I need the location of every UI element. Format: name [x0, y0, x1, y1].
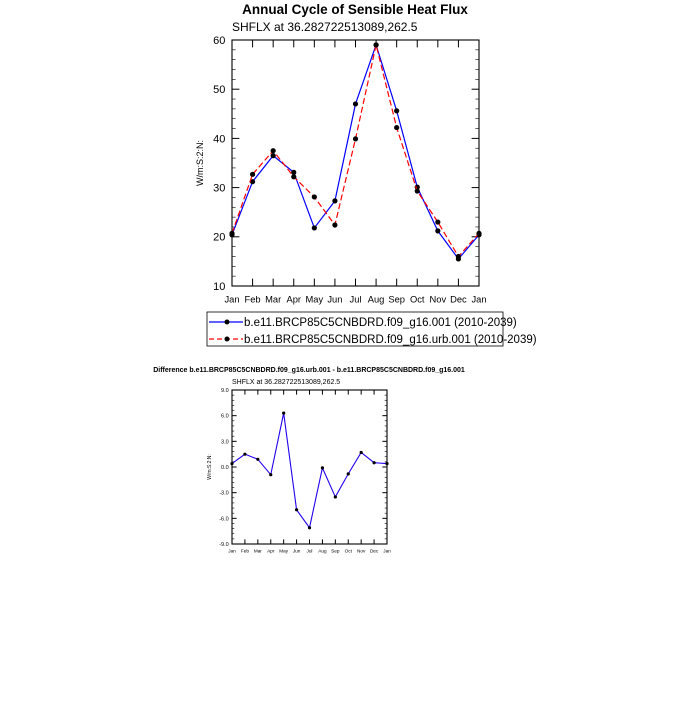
- data-point: [359, 450, 363, 455]
- data-point: [414, 188, 420, 194]
- data-point: [294, 508, 299, 512]
- data-point: [373, 42, 379, 48]
- y-tick-label: 10: [213, 281, 225, 293]
- data-point: [385, 461, 389, 466]
- data-point: [352, 136, 359, 142]
- legend-label-1: b.e11.BRCP85C5CNBDRD.f09_g16.001 (2010-2…: [244, 317, 517, 329]
- data-point: [394, 108, 400, 114]
- x-tick-label: Jan: [224, 295, 239, 305]
- y-tick-label: 3.0: [221, 439, 229, 445]
- data-point: [249, 171, 256, 177]
- series-line-1: [231, 412, 388, 530]
- data-point: [291, 169, 297, 175]
- legend-marker-1: [224, 319, 230, 325]
- data-point: [229, 230, 235, 236]
- data-point: [320, 466, 325, 470]
- chart2-subtitle: SHFLX at 36.282722513089,262.5: [232, 379, 340, 386]
- y-tick-label: 9.0: [221, 388, 229, 394]
- data-point: [455, 253, 462, 260]
- x-tick-label: Jun: [293, 548, 301, 553]
- x-tick-label: Apr: [267, 548, 275, 553]
- x-tick-label: Jun: [327, 295, 342, 305]
- y-tick-label: 30: [213, 182, 225, 194]
- chart2-ylabel: W/m:S:2:N:: [207, 454, 213, 480]
- data-point: [243, 452, 247, 456]
- data-point: [282, 411, 286, 415]
- x-tick-label: Nov: [357, 548, 366, 553]
- x-tick-label: May: [279, 548, 288, 553]
- chart1-ylabel: W/m:S:2:N:: [195, 140, 205, 186]
- x-tick-label: Sep: [331, 548, 340, 553]
- data-point: [333, 495, 337, 499]
- y-tick-label: -3.0: [219, 491, 228, 497]
- x-tick-label: Mar: [265, 295, 281, 305]
- series-line-1: [231, 43, 480, 260]
- x-tick-label: Oct: [410, 295, 425, 305]
- data-point: [332, 222, 338, 228]
- data-point: [372, 461, 376, 465]
- data-point: [352, 101, 359, 107]
- chart1-subtitle: SHFLX at 36.282722513089,262.5: [232, 20, 418, 34]
- data-point: [291, 174, 297, 180]
- data-point: [269, 473, 273, 477]
- x-tick-label: Mar: [254, 548, 262, 553]
- data-point: [435, 228, 441, 234]
- x-tick-label: Jul: [350, 295, 362, 305]
- y-tick-label: 20: [213, 232, 225, 244]
- data-point: [394, 124, 400, 131]
- data-point: [307, 526, 312, 530]
- x-tick-label: Aug: [318, 548, 327, 553]
- x-tick-label: Jul: [307, 548, 313, 553]
- x-tick-label: Jan: [383, 548, 391, 553]
- x-tick-label: Nov: [430, 295, 447, 305]
- legend-box: [206, 311, 504, 347]
- y-tick-label: -9.0: [219, 542, 228, 548]
- y-tick-label: 60: [213, 35, 225, 47]
- x-tick-label: Feb: [245, 295, 261, 305]
- y-tick-label: 6.0: [221, 414, 229, 420]
- x-tick-label: Oct: [345, 548, 353, 553]
- y-tick-label: 40: [213, 133, 225, 145]
- data-point: [311, 225, 317, 231]
- x-tick-label: Aug: [368, 295, 385, 305]
- chart1-plot: 10 20 30 40 50 60 Jan Feb Mar Apr May Jun Jul Aug Sep O…: [213, 35, 486, 305]
- legend-label-2: b.e11.BRCP85C5CNBDRD.f09_g16.urb.001 (20…: [244, 334, 537, 346]
- x-tick-label: Dec: [370, 548, 379, 553]
- series-line-2: [231, 44, 480, 258]
- chart2-plot: -9.0 -6.0 -3.0 0.0 3.0 6.0 9.0 Jan Feb Mar Apr May J…: [219, 388, 391, 553]
- data-point: [249, 179, 256, 185]
- x-tick-label: Dec: [450, 295, 467, 305]
- x-tick-label: Jan: [471, 295, 486, 305]
- y-tick-label: 50: [213, 84, 225, 96]
- plot-frame: [231, 39, 480, 287]
- data-point: [435, 219, 441, 225]
- data-point: [332, 198, 338, 204]
- chart2-title: Difference b.e11.BRCP85C5CNBDRD.f09_g16.…: [153, 367, 465, 374]
- x-tick-label: Sep: [388, 295, 405, 305]
- y-tick-label: 0.0: [221, 465, 229, 471]
- legend: b.e11.BRCP85C5CNBDRD.f09_g16.001 (2010-2…: [206, 311, 537, 347]
- data-point: [311, 194, 317, 200]
- x-tick-label: Apr: [286, 295, 301, 305]
- data-point: [230, 461, 234, 466]
- y-tick-label: -6.0: [219, 516, 228, 522]
- x-tick-label: Feb: [241, 548, 249, 553]
- legend-marker-2: [224, 336, 230, 342]
- x-tick-label: Jan: [228, 548, 236, 553]
- data-point: [270, 148, 276, 154]
- data-point: [476, 230, 482, 236]
- chart1-title: Annual Cycle of Sensible Heat Flux: [242, 2, 468, 17]
- data-point: [256, 457, 260, 461]
- x-tick-label: May: [306, 295, 324, 305]
- data-point: [270, 153, 276, 159]
- plot-frame: [231, 389, 388, 545]
- data-point: [346, 472, 350, 476]
